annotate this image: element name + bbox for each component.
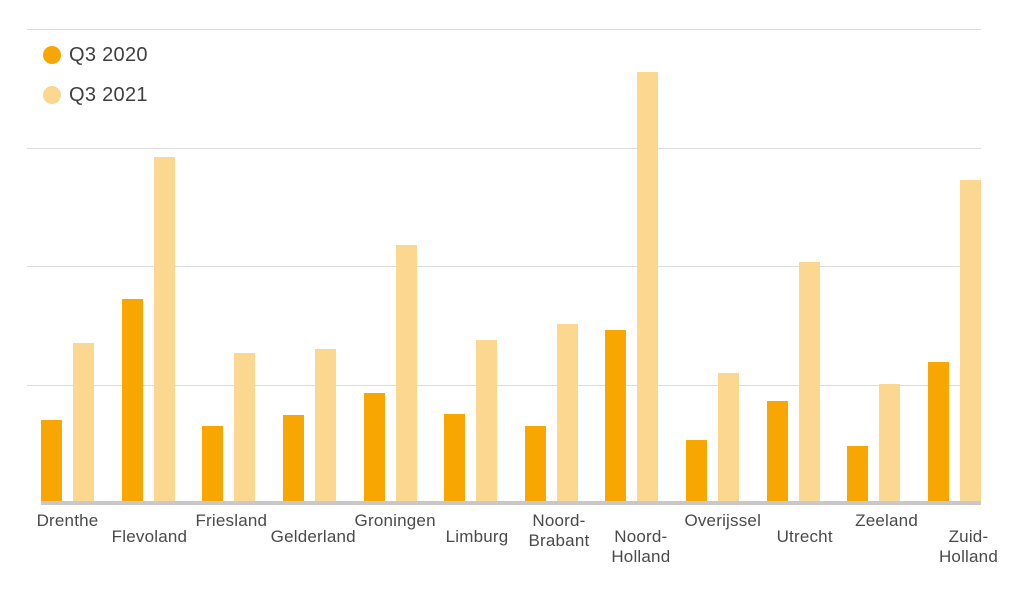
bar[interactable] <box>234 353 256 503</box>
bar-group <box>282 29 336 503</box>
bar[interactable] <box>524 425 546 503</box>
bar[interactable] <box>718 373 739 503</box>
bar-group <box>605 29 659 503</box>
x-label: Flevoland <box>111 527 188 546</box>
x-label: Zuid- Holland <box>938 527 998 566</box>
bar[interactable] <box>363 393 385 503</box>
x-label-cell: Limburg <box>446 527 509 567</box>
bar-group <box>766 29 820 503</box>
x-label-cell: Noord- Brabant <box>528 511 589 567</box>
gridline <box>27 147 981 149</box>
plot-area <box>27 29 981 505</box>
bar-group <box>847 29 901 503</box>
bar[interactable] <box>605 330 627 503</box>
x-label: Groningen <box>354 511 436 530</box>
bar[interactable] <box>202 426 224 503</box>
bar-group <box>686 29 739 503</box>
legend-label: Q3 2020 <box>69 43 148 66</box>
legend-item[interactable]: Q3 2021 <box>43 84 148 106</box>
x-label: Overijssel <box>684 511 762 530</box>
bar[interactable] <box>847 446 869 503</box>
chart-legend: Q3 2020 Q3 2021 <box>43 44 148 124</box>
x-label: Utrecht <box>776 527 833 546</box>
x-label: Limburg <box>445 527 509 546</box>
x-axis-labels: Drenthe Flevoland Friesland Gelderland Groni… <box>27 511 998 567</box>
x-axis-line <box>41 501 981 505</box>
x-label-cell: Gelderland <box>271 527 356 567</box>
bar[interactable] <box>556 323 578 503</box>
bar[interactable] <box>476 339 498 503</box>
x-label-cell: Groningen <box>355 511 436 567</box>
x-label-cell: Overijssel <box>684 511 760 567</box>
bar[interactable] <box>314 348 336 503</box>
x-label-cell: Utrecht <box>776 527 833 567</box>
bar-group <box>363 29 417 503</box>
bar[interactable] <box>121 299 143 503</box>
x-label: Friesland <box>195 511 268 530</box>
bar-group <box>121 29 175 503</box>
bar[interactable] <box>927 362 949 503</box>
bar-group <box>41 29 94 503</box>
x-label-cell: Flevoland <box>112 527 187 567</box>
bar[interactable] <box>766 401 788 503</box>
gridline <box>27 266 981 267</box>
bar[interactable] <box>686 439 707 503</box>
x-label: Gelderland <box>270 527 356 546</box>
legend-label: Q3 2021 <box>69 83 148 106</box>
bar[interactable] <box>41 420 62 503</box>
x-label-cell: Friesland <box>195 511 267 567</box>
x-label: Noord- Holland <box>611 527 671 566</box>
legend-dot-icon <box>43 86 61 104</box>
bar-group <box>444 29 498 503</box>
bars-row <box>27 29 981 503</box>
x-label-cell: Zeeland <box>855 511 918 567</box>
bar[interactable] <box>153 156 175 503</box>
x-label-cell: Noord- Holland <box>611 527 671 567</box>
bar-group <box>524 29 578 503</box>
gridline <box>27 29 981 30</box>
bar[interactable] <box>73 342 94 503</box>
bar[interactable] <box>637 72 659 503</box>
gridline <box>27 384 981 386</box>
bar[interactable] <box>444 413 466 503</box>
bar[interactable] <box>395 245 417 503</box>
bar[interactable] <box>282 414 304 503</box>
bar[interactable] <box>879 384 901 503</box>
x-label: Drenthe <box>36 511 99 530</box>
bar-group <box>927 29 981 503</box>
x-label-cell: Zuid- Holland <box>938 527 998 567</box>
bar-group <box>202 29 256 503</box>
x-label: Noord- Brabant <box>528 511 590 550</box>
x-label: Zeeland <box>855 511 918 530</box>
bar[interactable] <box>959 180 981 503</box>
legend-dot-icon <box>43 46 61 64</box>
bar[interactable] <box>798 262 820 503</box>
x-label-cell: Drenthe <box>37 511 99 567</box>
legend-item[interactable]: Q3 2020 <box>43 44 148 66</box>
